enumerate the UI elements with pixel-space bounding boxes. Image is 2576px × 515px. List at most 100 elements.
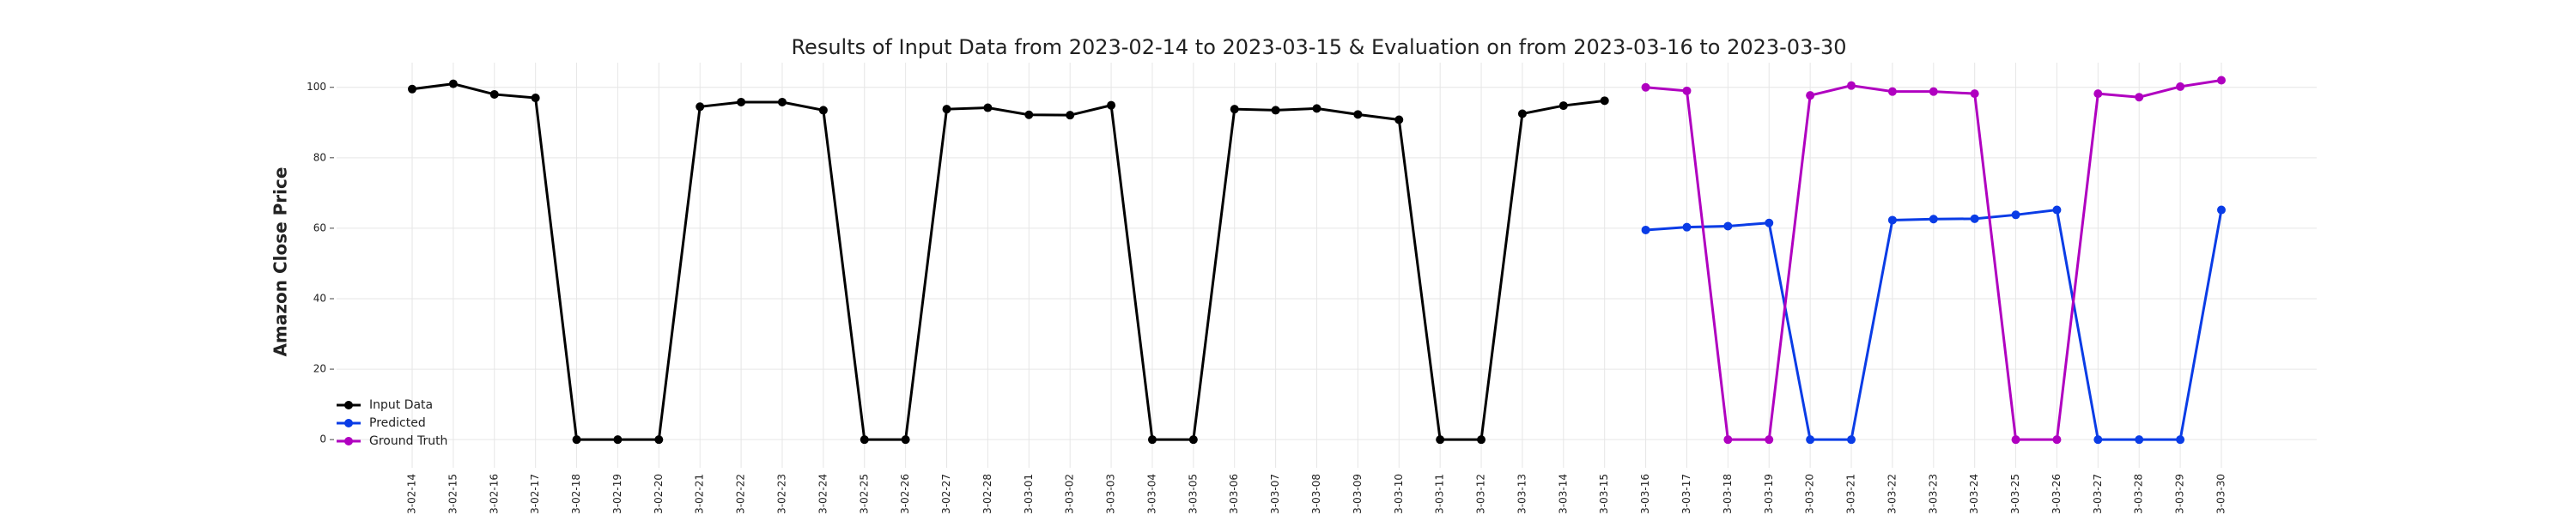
x-tick-label: 2023-03-08 — [1310, 474, 1322, 515]
data-point — [408, 84, 416, 94]
data-point — [2217, 205, 2226, 215]
data-point — [1517, 109, 1527, 118]
x-tick-label: 2023-02-20 — [653, 474, 665, 515]
data-point — [1806, 435, 1815, 445]
x-tick-label: 2023-02-18 — [570, 474, 582, 515]
data-point — [1353, 110, 1363, 119]
data-point — [2052, 435, 2062, 445]
y-tick-label: 40 — [313, 292, 326, 304]
x-tick-label: 2023-03-19 — [1763, 474, 1775, 515]
x-tick-label: 2023-02-28 — [981, 474, 993, 515]
chart-title: Results of Input Data from 2023-02-14 to… — [791, 35, 1846, 59]
x-tick-label: 2023-03-11 — [1434, 474, 1446, 515]
y-tick-label: 60 — [313, 221, 326, 233]
series-line — [411, 82, 1605, 441]
data-point — [1024, 110, 1034, 119]
data-point — [818, 106, 828, 115]
x-tick-label: 2023-02-16 — [488, 474, 500, 515]
data-point — [1558, 101, 1568, 111]
x-tick-label: 2023-02-24 — [817, 474, 829, 515]
x-tick-label: 2023-03-01 — [1023, 474, 1035, 515]
x-tick-label: 2023-03-14 — [1557, 474, 1569, 515]
data-point — [1723, 221, 1733, 231]
data-point — [1477, 435, 1486, 445]
data-point — [1271, 106, 1280, 115]
x-tick-label: 2023-03-12 — [1475, 474, 1487, 515]
data-point — [2135, 435, 2144, 445]
data-point — [1641, 225, 1650, 234]
data-point — [1929, 215, 1938, 224]
data-point — [1929, 87, 1938, 96]
x-tick-label: 2023-03-18 — [1722, 474, 1734, 515]
series — [1641, 205, 2226, 445]
data-point — [901, 435, 910, 445]
legend-label: Ground Truth — [369, 434, 447, 448]
data-point — [1682, 86, 1692, 95]
data-point — [1765, 218, 1774, 227]
series — [1641, 76, 2226, 445]
x-tick-label: 2023-02-21 — [694, 474, 706, 515]
data-point — [1765, 435, 1774, 445]
x-tick-label: 2023-02-19 — [611, 474, 623, 515]
legend-marker — [344, 401, 353, 409]
y-tick-label: 100 — [307, 81, 326, 93]
x-tick-label: 2023-03-22 — [1886, 474, 1898, 515]
x-tick-label: 2023-03-24 — [1968, 474, 1980, 515]
x-tick-label: 2023-03-21 — [1845, 474, 1857, 515]
data-point — [1887, 215, 1897, 225]
legend-marker — [344, 437, 353, 445]
y-tick-label: 80 — [313, 151, 326, 163]
x-tick-label: 2023-03-03 — [1105, 474, 1117, 515]
data-point — [1066, 111, 1075, 120]
data-point — [2093, 435, 2103, 445]
data-point — [1723, 435, 1733, 445]
data-point — [860, 435, 869, 445]
data-point — [1394, 115, 1404, 124]
data-point — [2135, 93, 2144, 102]
data-point — [531, 94, 540, 103]
x-tick-label: 2023-02-26 — [899, 474, 911, 515]
data-point — [654, 435, 664, 445]
data-point — [942, 105, 951, 114]
data-point — [489, 89, 499, 99]
data-point — [1847, 81, 1856, 90]
data-point — [2217, 76, 2226, 85]
x-tick-label: 2023-02-14 — [406, 474, 418, 515]
y-axis-label: Amazon Close Price — [270, 167, 291, 357]
legend-marker — [344, 419, 353, 427]
data-point — [2176, 435, 2185, 445]
data-point — [2176, 82, 2185, 91]
data-point — [2011, 210, 2020, 220]
data-point — [1847, 435, 1856, 445]
x-tick-label: 2023-03-28 — [2133, 474, 2145, 515]
x-tick-label: 2023-03-29 — [2174, 474, 2186, 515]
data-point — [1312, 104, 1321, 113]
data-point — [448, 79, 458, 88]
data-point — [2093, 89, 2103, 99]
x-tick-label: 2023-03-27 — [2092, 474, 2104, 515]
y-tick-label: 20 — [313, 363, 326, 375]
data-point — [696, 102, 705, 112]
data-point — [1600, 96, 1609, 106]
data-point — [983, 103, 993, 112]
x-tick-label: 2023-02-23 — [775, 474, 787, 515]
x-tick-label: 2023-03-06 — [1228, 474, 1240, 515]
grid — [337, 63, 2317, 468]
x-tick-label: 2023-02-22 — [735, 474, 747, 515]
data-point — [613, 435, 623, 445]
data-point — [572, 435, 581, 445]
data-point — [777, 97, 787, 106]
x-tick-label: 2023-03-17 — [1680, 474, 1692, 515]
x-tick-label: 2023-03-04 — [1145, 474, 1157, 515]
data-point — [1806, 91, 1815, 100]
data-point — [1970, 214, 1979, 223]
x-tick-label: 2023-03-13 — [1516, 474, 1528, 515]
x-tick-label: 2023-03-02 — [1064, 474, 1076, 515]
legend-label: Input Data — [369, 398, 433, 412]
x-tick-label: 2023-02-17 — [529, 474, 541, 515]
data-point — [1107, 100, 1116, 110]
data-point — [1970, 89, 1979, 99]
x-tick-label: 2023-03-05 — [1187, 474, 1199, 515]
